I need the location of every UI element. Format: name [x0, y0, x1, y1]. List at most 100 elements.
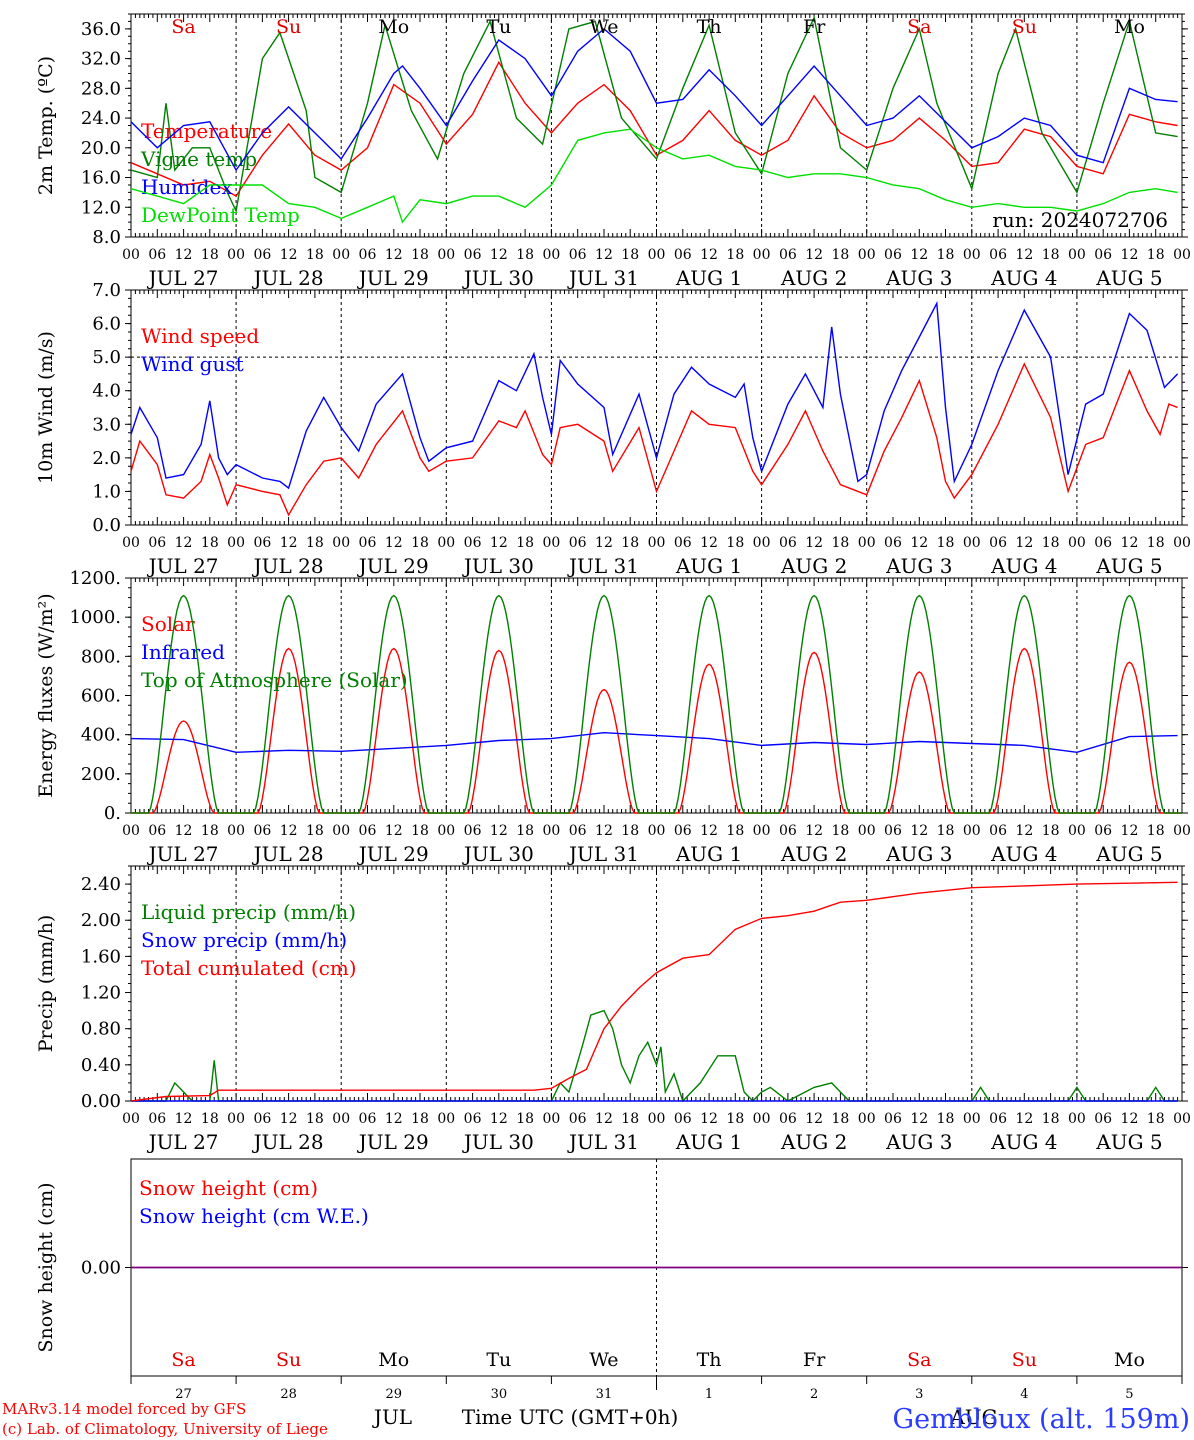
date-label: AUG 4	[990, 266, 1057, 290]
weekday-label: Sa	[171, 1349, 195, 1371]
hour-tick-label: 00	[1068, 535, 1086, 551]
weekday-label: Su	[276, 16, 301, 38]
hour-tick-label: 12	[805, 1111, 823, 1127]
hour-tick-label: 06	[1094, 535, 1112, 551]
series-line-total-cumulated-cm-	[130, 881, 1178, 1102]
hour-tick-label: 18	[201, 823, 219, 839]
series-line-liquid-precip-mm-h-	[131, 1009, 1178, 1103]
date-label: AUG 4	[990, 554, 1057, 578]
hour-tick-label: 00	[332, 1111, 350, 1127]
hour-tick-label: 06	[464, 1111, 482, 1127]
series-line-vigne-temp	[130, 15, 1178, 214]
hour-tick-label: 00	[542, 535, 560, 551]
hour-tick-label: 00	[963, 1111, 981, 1127]
date-label: AUG 2	[780, 842, 847, 866]
hour-tick-label: 12	[1015, 823, 1033, 839]
hour-tick-label: 12	[805, 823, 823, 839]
date-label: JUL 29	[357, 554, 429, 578]
hour-tick-label: 12	[595, 1111, 613, 1127]
hour-tick-label: 06	[148, 535, 166, 551]
hour-tick-label: 06	[253, 247, 271, 263]
hour-tick-label: 06	[359, 247, 377, 263]
y-tick-label: 0.80	[81, 1019, 121, 1040]
hour-tick-label: 18	[411, 535, 429, 551]
y-tick-label: 0.00	[81, 1258, 121, 1279]
y-tick-label: 32.0	[81, 49, 121, 70]
hour-tick-label: 18	[621, 247, 639, 263]
hour-tick-label: 18	[1042, 1111, 1060, 1127]
hour-tick-label: 12	[700, 1111, 718, 1127]
hour-tick-label: 18	[411, 1111, 429, 1127]
y-tick-label: 800.	[81, 646, 121, 667]
y-tick-label: 36.0	[81, 19, 121, 40]
hour-tick-label: 00	[753, 535, 771, 551]
hour-tick-label: 06	[989, 823, 1007, 839]
hour-tick-label: 18	[306, 535, 324, 551]
series-line-wind-speed	[130, 362, 1178, 517]
hour-tick-label: 00	[1068, 823, 1086, 839]
hour-tick-label: 06	[779, 1111, 797, 1127]
y-tick-label: 1.0	[92, 481, 121, 502]
hour-tick-label: 12	[490, 247, 508, 263]
hour-tick-label: 18	[832, 535, 850, 551]
hour-tick-label: 00	[858, 535, 876, 551]
hour-tick-label: 12	[910, 1111, 928, 1127]
hour-tick-label: 00	[963, 247, 981, 263]
date-label: JUL 31	[567, 554, 639, 578]
hour-tick-label: 00	[963, 823, 981, 839]
hour-tick-label: 00	[1173, 535, 1191, 551]
hour-tick-label: 00	[332, 823, 350, 839]
series-line-temperature	[130, 60, 1178, 198]
hour-tick-label: 06	[359, 535, 377, 551]
y-tick-label: 400.	[81, 725, 121, 746]
hour-tick-label: 06	[674, 1111, 692, 1127]
series-line-infrared	[130, 731, 1178, 754]
hour-tick-label: 06	[569, 535, 587, 551]
y-minor-ticks	[128, 13, 1185, 238]
y-axis-title: Energy fluxes (W/m²)	[35, 593, 57, 797]
hour-tick-label: 12	[385, 1111, 403, 1127]
hour-tick-label: 12	[595, 535, 613, 551]
y-minor-ticks	[128, 289, 1185, 526]
hour-tick-label: 18	[306, 1111, 324, 1127]
date-label: AUG 5	[1095, 842, 1162, 866]
y-tick-label: 24.0	[81, 108, 121, 129]
date-label: AUG 5	[1095, 1130, 1162, 1154]
y-axis-title: Snow height (cm)	[35, 1182, 57, 1352]
y-tick-label: 7.0	[92, 280, 121, 301]
hour-tick-label: 06	[148, 823, 166, 839]
hour-tick-label: 06	[989, 1111, 1007, 1127]
hour-tick-label: 00	[648, 535, 666, 551]
date-label: JUL 28	[252, 266, 324, 290]
footer-xlabel: Time UTC (GMT+0h)	[462, 1405, 679, 1429]
legend-entry: Liquid precip (mm/h)	[141, 900, 356, 924]
y-tick-label: 1.20	[81, 983, 121, 1004]
hour-tick-label: 12	[490, 823, 508, 839]
day-number-label: 28	[280, 1387, 297, 1402]
hour-tick-label: 06	[1094, 1111, 1112, 1127]
date-label: AUG 1	[675, 1130, 742, 1154]
series-line-wind-gust	[130, 300, 1179, 490]
hour-tick-label: 06	[253, 1111, 271, 1127]
series-line-humidex	[130, 27, 1178, 172]
series-line-dewpoint-temp	[130, 128, 1178, 224]
panel-snow: 0.00 Snow height (cm) Snow height (cm) Snow…	[35, 1158, 1188, 1402]
weekday-label: Th	[697, 16, 722, 38]
day-number-label: 29	[385, 1387, 402, 1402]
weekday-label: Mo	[1114, 16, 1145, 38]
y-tick-label: 1200.	[69, 568, 121, 589]
hour-tick-label: 00	[227, 1111, 245, 1127]
hour-tick-label: 12	[1121, 535, 1139, 551]
hour-tick-label: 00	[858, 1111, 876, 1127]
hour-tick-label: 12	[910, 535, 928, 551]
date-label: AUG 3	[885, 554, 952, 578]
date-label: AUG 1	[675, 266, 742, 290]
hour-tick-label: 00	[542, 247, 560, 263]
weekday-label: Fr	[803, 1349, 826, 1371]
hour-tick-label: 00	[1068, 1111, 1086, 1127]
hour-tick-label: 18	[726, 823, 744, 839]
date-label: JUL 30	[462, 266, 534, 290]
date-label: AUG 2	[780, 1130, 847, 1154]
hour-tick-label: 00	[648, 1111, 666, 1127]
hour-ticks	[130, 14, 1183, 237]
